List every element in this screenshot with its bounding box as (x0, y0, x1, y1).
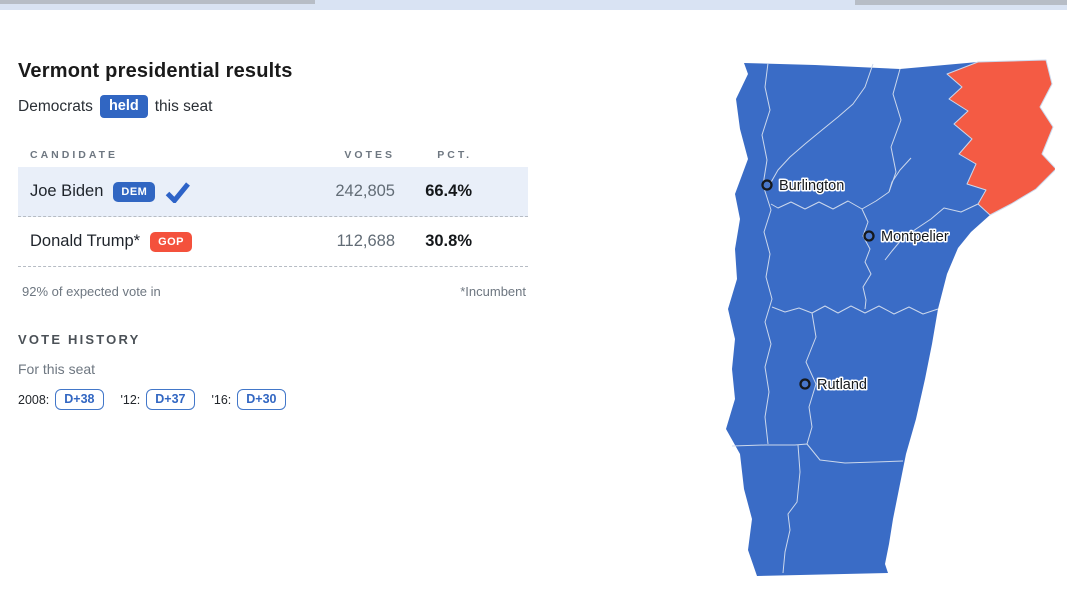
vote-history-year: '16: (211, 392, 232, 407)
seat-status-suffix: this seat (154, 97, 213, 115)
city-marker-rutland (799, 378, 811, 390)
incumbent-note: *Incumbent (460, 284, 526, 299)
vote-history-entry: '16: D+30 (212, 389, 286, 410)
pct-value: 66.4% (425, 182, 472, 200)
votes-value: 112,688 (336, 232, 395, 250)
candidate-cell: Joe Biden DEM (30, 181, 300, 203)
map-county-borders (731, 62, 979, 574)
column-header-votes: VOTES (344, 148, 395, 161)
vote-history-entries: 2008: D+38 '12: D+37 '16: D+30 (18, 389, 528, 410)
seat-held-badge: held (99, 95, 148, 118)
table-row-biden: Joe Biden DEM 242,805 66.4% (18, 167, 528, 217)
vote-history-heading: VOTE HISTORY (18, 332, 141, 347)
table-footnotes: 92% of expected vote in *Incumbent (18, 284, 528, 299)
votes-value: 242,805 (335, 182, 395, 200)
results-table: CANDIDATE VOTES PCT. Joe Biden DEM 242,8… (18, 142, 528, 267)
map-county-essex-gop[interactable] (946, 59, 1057, 216)
expected-vote-note: 92% of expected vote in (22, 284, 161, 299)
vote-history-margin-badge: D+38 (55, 389, 104, 410)
results-panel: Vermont presidential results Democrats h… (18, 60, 528, 410)
city-marker-burlington (761, 179, 773, 191)
seat-status-line: Democrats held this seat (18, 95, 528, 118)
vote-history-year: '12: (120, 392, 141, 407)
pct-value: 30.8% (425, 232, 472, 250)
browser-top-strip (0, 0, 1067, 10)
vote-history-year: 2008: (18, 392, 50, 407)
column-header-pct: PCT. (437, 148, 472, 161)
vote-history-entry: 2008: D+38 (18, 389, 104, 410)
column-header-candidate: CANDIDATE (30, 148, 119, 161)
tab-strip-segment-right (855, 0, 1067, 5)
city-label-montpelier: Montpelier (881, 229, 949, 245)
seat-status-party: Democrats (18, 97, 93, 115)
vote-history-entry: '12: D+37 (121, 389, 195, 410)
winner-check-icon (166, 181, 191, 203)
candidate-cell: Donald Trump* GOP (30, 231, 300, 252)
vote-history-margin-badge: D+30 (237, 389, 286, 410)
state-results-map: Burlington Montpelier Rutland (695, 52, 1057, 587)
city-label-rutland: Rutland (817, 377, 867, 393)
city-label-burlington: Burlington (779, 178, 844, 194)
party-badge-gop: GOP (150, 231, 193, 252)
page-title: Vermont presidential results (18, 60, 293, 82)
vote-history-section: VOTE HISTORY For this seat 2008: D+38 '1… (18, 332, 528, 410)
results-table-header: CANDIDATE VOTES PCT. (18, 142, 528, 167)
map-cities: Burlington Montpelier Rutland (761, 177, 950, 395)
tab-strip-segment-left (0, 0, 315, 4)
table-row-trump: Donald Trump* GOP 112,688 30.8% (18, 217, 528, 267)
city-marker-montpelier (863, 230, 875, 242)
map-state-dem-counties[interactable] (726, 60, 1056, 576)
candidate-name: Donald Trump* (30, 232, 141, 250)
vote-history-subheading: For this seat (18, 361, 96, 377)
candidate-name: Joe Biden (30, 182, 104, 200)
vote-history-margin-badge: D+37 (146, 389, 195, 410)
party-badge-dem: DEM (113, 181, 156, 202)
vermont-map: Burlington Montpelier Rutland (726, 59, 1057, 576)
